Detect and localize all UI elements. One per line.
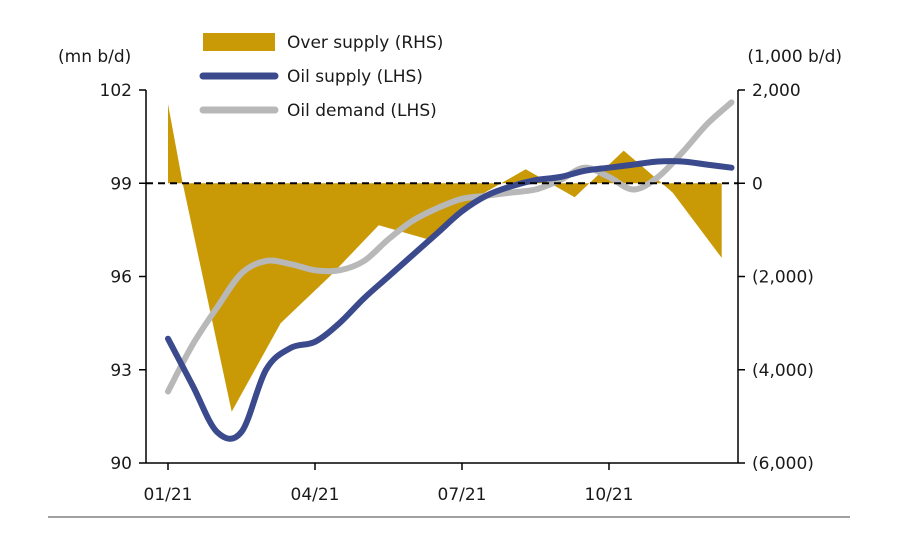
left-tick-label: 93 [110, 361, 132, 381]
legend-label: Oil supply (LHS) [287, 67, 423, 87]
right-tick-label: 2,000 [752, 81, 801, 101]
left-tick-label: 102 [100, 81, 132, 101]
over-supply-layer [168, 104, 722, 412]
oil-supply-line [165, 158, 735, 442]
right-axis-unit: (1,000 b/d) [747, 47, 842, 67]
right-tick-label: (6,000) [752, 454, 814, 474]
right-tick-label: (2,000) [752, 268, 814, 288]
right-tick-label: 0 [752, 174, 763, 194]
x-tick-label: 04/21 [291, 485, 340, 505]
oil-demand-line [165, 99, 735, 395]
legend: Over supply (RHS) Oil supply (LHS) Oil dem… [199, 33, 443, 121]
right-tick-label: (4,000) [752, 361, 814, 381]
x-tick-label: 01/21 [144, 485, 193, 505]
x-tick-label: 10/21 [585, 485, 634, 505]
axis-layer: 102 99 96 93 90 2,000 0 (2,000) (4,000) (6,000) 01… [48, 81, 850, 518]
over-supply-area [168, 104, 722, 412]
legend-label: Over supply (RHS) [287, 33, 443, 53]
x-tick-label: 07/21 [438, 485, 487, 505]
legend-label: Oil demand (LHS) [287, 101, 437, 121]
legend-swatch-over-supply [203, 33, 275, 51]
left-tick-label: 96 [110, 268, 132, 288]
left-tick-label: 99 [110, 174, 132, 194]
line-layer [165, 99, 735, 442]
left-tick-label: 90 [110, 454, 132, 474]
left-axis-unit: (mn b/d) [58, 47, 131, 67]
